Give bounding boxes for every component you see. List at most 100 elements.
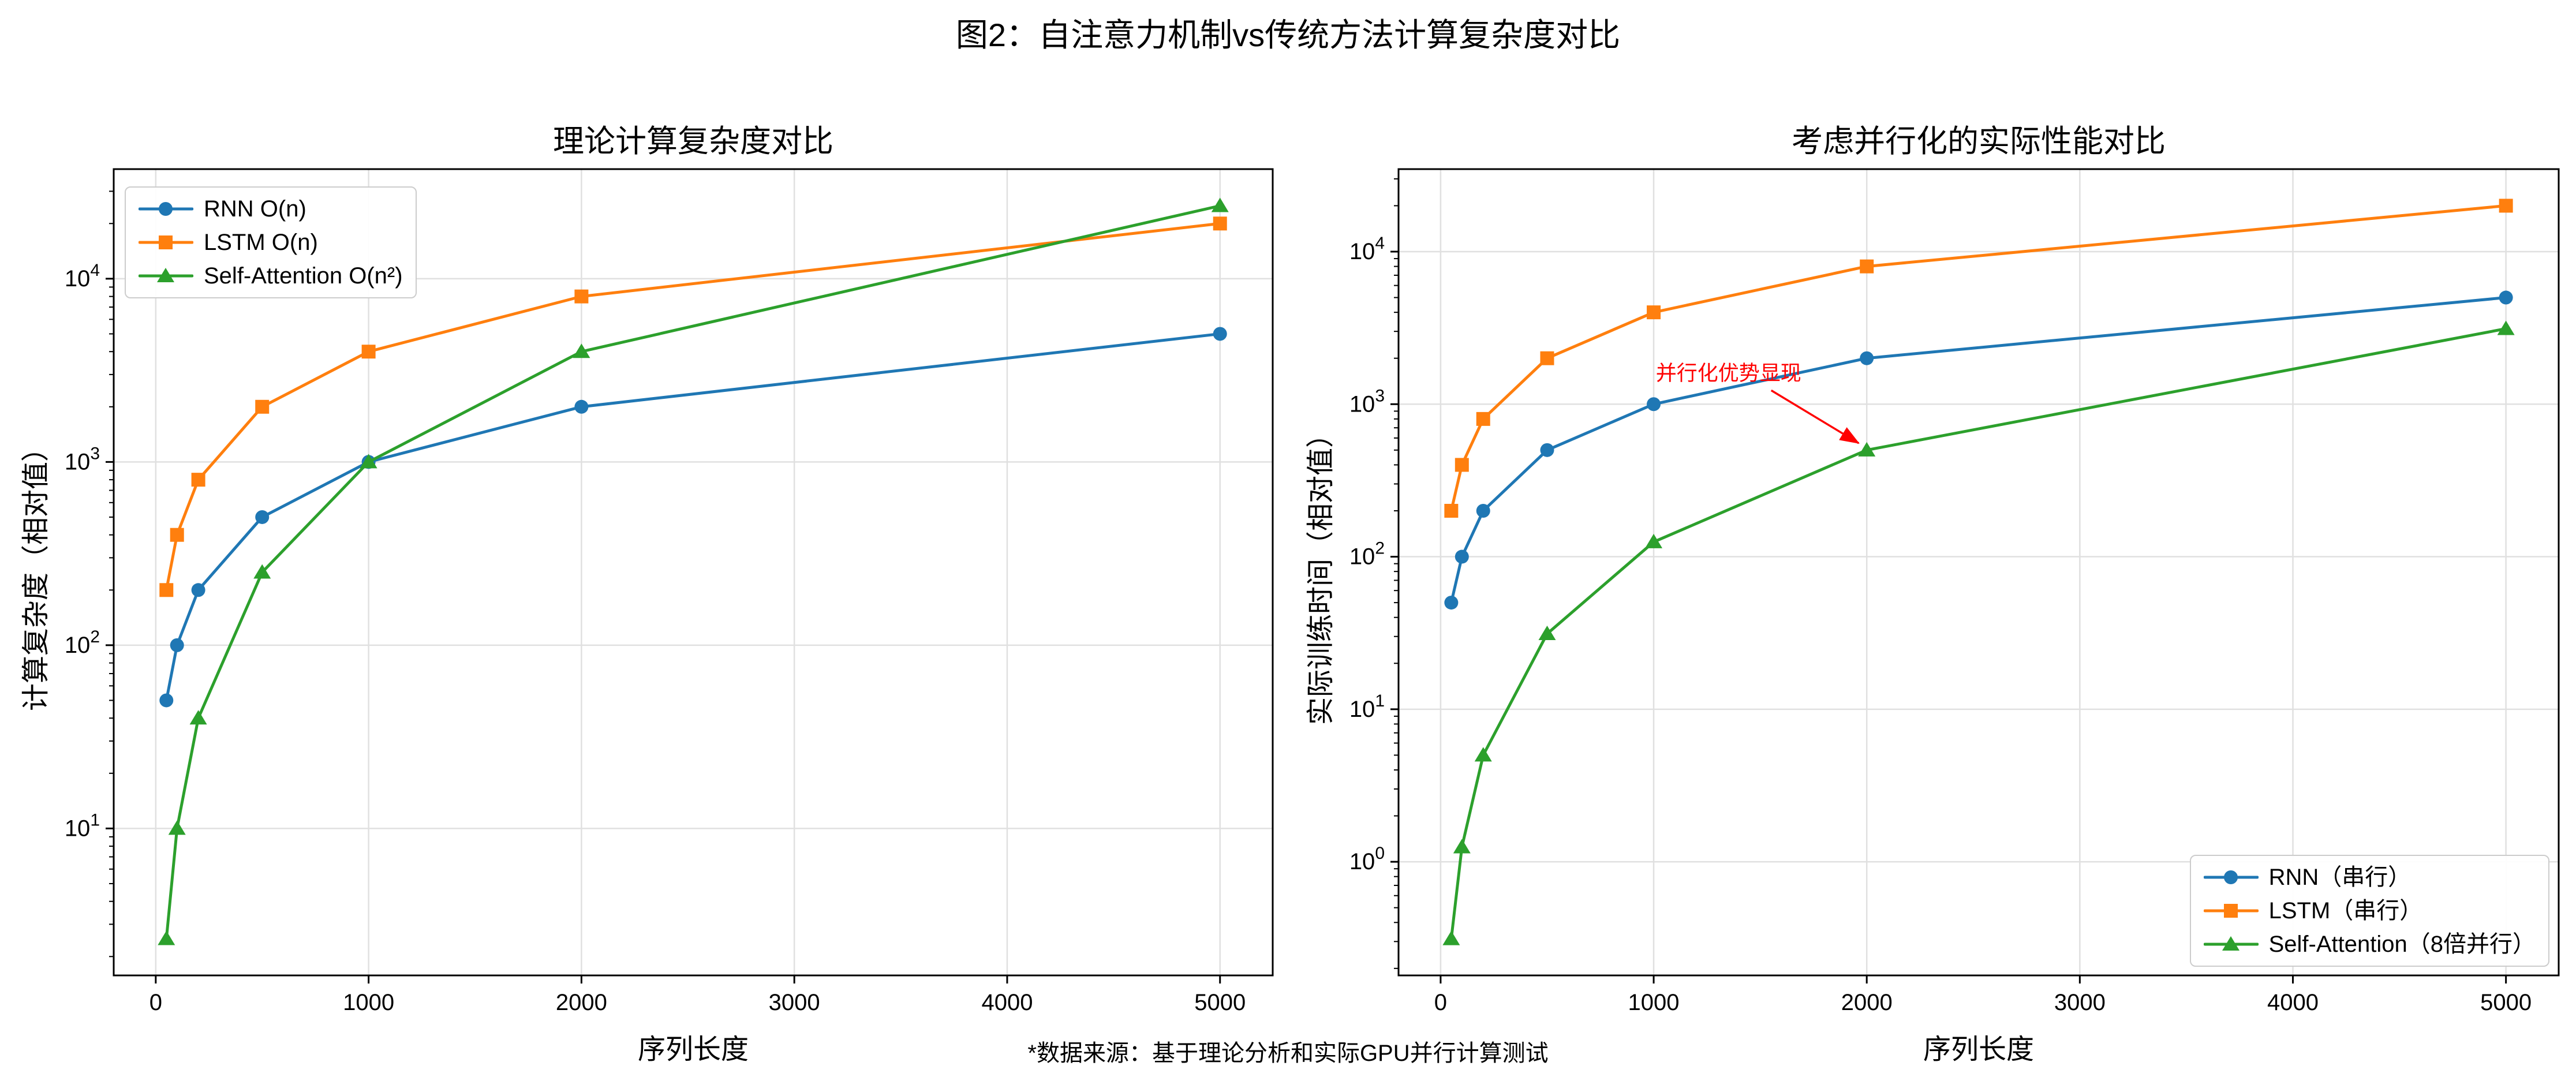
legend-marker (2223, 870, 2238, 884)
legend-label: LSTM O(n) (204, 230, 318, 255)
legend-item: Self-Attention O(n²) (139, 261, 403, 290)
y-tick-label: 100 (1349, 844, 1385, 874)
circle-marker (1860, 351, 1874, 365)
left-chart: 理论计算复杂度对比 计算复杂度（相对值） 序列长度 0 1000 2000 3000 4… (21, 124, 1274, 1065)
circle-marker (1455, 549, 1469, 564)
y-tick-label: 104 (65, 261, 100, 291)
triangle-marker (1645, 533, 1663, 548)
square-marker (574, 289, 589, 304)
x-tick-label: 0 (149, 990, 162, 1015)
legend: RNN O(n) LSTM O(n) Self-Attention O(n²) (125, 186, 417, 298)
legend-marker (159, 202, 173, 216)
right-chart: 考虑并行化的实际性能对比 实际训练时间（相对值） 序列长度 并行化优势显现 0 10… (1306, 124, 2560, 1065)
circle-marker (1213, 327, 1227, 341)
triangle-marker (158, 930, 175, 945)
square-marker (1455, 458, 1469, 472)
legend-label: Self-Attention O(n²) (204, 263, 403, 289)
legend: RNN（串行） LSTM（串行） Self-Attention（8倍并行） (2189, 855, 2549, 967)
left-chart-plot-area: 0 1000 2000 3000 4000 5000 101 102 103 104 (65, 168, 1274, 1015)
legend-marker (159, 235, 173, 249)
left-chart-x-axis-label: 序列长度 (637, 1034, 749, 1065)
triangle-marker (360, 454, 377, 469)
legend-item: RNN（串行） (2203, 863, 2536, 892)
data-source-footnote: *数据来源：基于理论分析和实际GPU并行计算测试 (1027, 1041, 1549, 1066)
circle-marker (1540, 443, 1554, 457)
y-tick-label: 102 (65, 627, 100, 658)
square-marker (170, 528, 184, 542)
x-tick-label: 3000 (769, 990, 820, 1015)
square-marker (255, 399, 270, 414)
square-marker (1540, 351, 1554, 365)
legend-label: LSTM（串行） (2268, 898, 2423, 923)
y-tick-label: 102 (1349, 539, 1385, 570)
triangle-marker (1453, 839, 1471, 854)
annotation-text: 并行化优势显现 (1656, 361, 1801, 384)
x-tick-label: 2000 (1841, 990, 1893, 1015)
square-marker (1476, 412, 1490, 426)
y-tick-label: 101 (65, 810, 100, 841)
x-tick-label: 1000 (1628, 990, 1680, 1015)
square-marker (1213, 216, 1227, 231)
triangle-marker (253, 564, 271, 579)
triangle-marker (573, 343, 590, 358)
legend-item: LSTM（串行） (2203, 896, 2536, 925)
circle-marker (255, 510, 270, 524)
right-chart-y-axis-label: 实际训练时间（相对值） (1306, 420, 1336, 725)
legend-triangle-sample (139, 268, 193, 282)
figure-title: 图2：自注意力机制vs传统方法计算复杂度对比 (955, 17, 1621, 53)
legend-label: Self-Attention（8倍并行） (2268, 932, 2536, 957)
y-tick-label: 103 (1349, 386, 1385, 417)
left-chart-title: 理论计算复杂度对比 (553, 124, 833, 159)
legend-item: RNN O(n) (139, 195, 403, 223)
x-tick-label: 0 (1434, 990, 1447, 1015)
circle-marker (1476, 503, 1490, 518)
square-marker (2499, 199, 2513, 213)
legend-marker (2222, 936, 2239, 951)
square-marker (191, 473, 205, 487)
circle-marker (159, 693, 174, 708)
axes-spines (113, 168, 1274, 977)
series-line (1449, 327, 2508, 941)
triangle-marker (1538, 626, 1556, 641)
circle-marker (574, 399, 589, 414)
triangle-marker (189, 710, 207, 725)
legend-label: RNN O(n) (204, 196, 306, 222)
y-tick-label: 103 (65, 444, 100, 474)
axes-spines (1397, 168, 2560, 977)
x-tick-label: 4000 (2267, 990, 2319, 1015)
legend-item: Self-Attention（8倍并行） (2203, 930, 2536, 959)
x-tick-label: 5000 (1194, 990, 1246, 1015)
right-chart-x-axis-label: 序列长度 (1923, 1034, 2034, 1065)
square-marker (1860, 259, 1874, 274)
legend-circle-sample (139, 202, 193, 216)
triangle-marker (168, 820, 186, 835)
legend-circle-sample (2203, 870, 2259, 884)
triangle-marker (1442, 930, 1460, 945)
left-chart-y-axis-label: 计算复杂度（相对值） (21, 433, 51, 711)
square-marker (1647, 305, 1661, 320)
square-marker (361, 345, 376, 359)
legend-square-sample (2203, 904, 2259, 918)
legend-square-sample (139, 235, 193, 249)
legend-marker (2223, 904, 2238, 918)
square-marker (1444, 503, 1459, 518)
right-chart-plot-area: 并行化优势显现 0 1000 2000 3000 4000 5000 100 101 102 103… (1349, 168, 2560, 1015)
legend-marker (157, 268, 174, 282)
legend-triangle-sample (2203, 936, 2259, 951)
annotation-arrow (1770, 389, 1860, 444)
triangle-marker (1858, 442, 1876, 457)
circle-marker (170, 638, 184, 652)
square-marker (159, 583, 174, 597)
circle-marker (1444, 596, 1459, 610)
x-tick-label: 5000 (2480, 990, 2532, 1015)
triangle-marker (1211, 197, 1229, 212)
y-tick-label: 101 (1349, 691, 1385, 722)
x-tick-label: 3000 (2054, 990, 2106, 1015)
circle-marker (191, 583, 205, 597)
triangle-marker (1474, 747, 1492, 762)
legend-item: LSTM O(n) (139, 228, 403, 257)
right-chart-title: 考虑并行化的实际性能对比 (1792, 124, 2166, 159)
legend-label: RNN（串行） (2268, 865, 2412, 890)
circle-marker (1647, 397, 1661, 412)
